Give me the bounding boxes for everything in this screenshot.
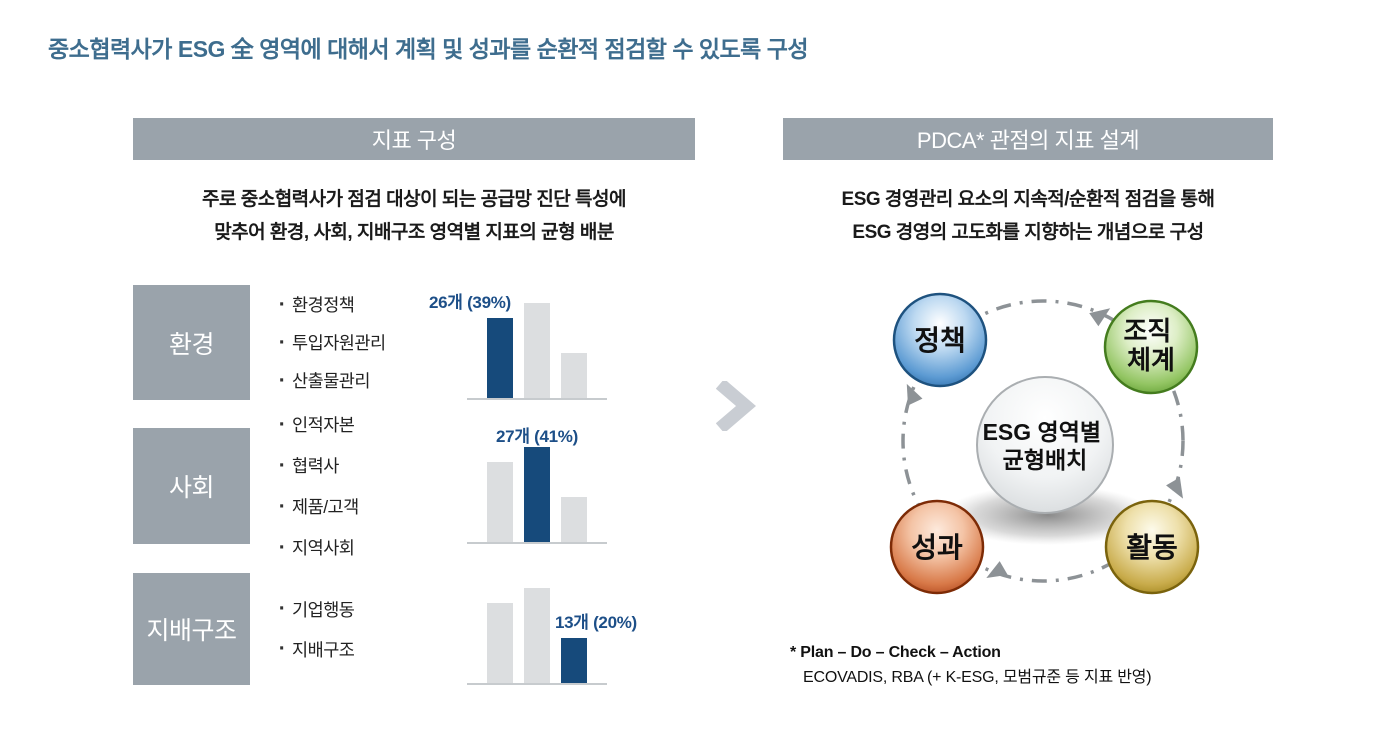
- pdca-cycle-diagram: ESG 영역별 균형배치 정책 조직 체계 활동 성과: [889, 292, 1200, 595]
- cycle-ring: [901, 299, 1185, 583]
- bar-사회: [524, 447, 550, 542]
- bar-환경: [487, 603, 513, 683]
- bullet-dot-icon: [275, 293, 289, 317]
- center-sphere-label: ESG 영역별 균형배치: [983, 419, 1108, 473]
- bullet-dot-icon: [275, 637, 289, 661]
- performance-sphere: [889, 499, 985, 595]
- bullet-list-governance: 기업행동 지배구조: [275, 573, 355, 685]
- right-description-line-1: ESG 경영관리 요소의 지속적/순환적 점검을 통해: [841, 189, 1215, 210]
- bullet-label: 투입자원관리: [292, 333, 386, 353]
- activity-sphere: [1104, 499, 1200, 595]
- bullet-list-environment: 환경정책 투입자원관리 산출물관리: [275, 285, 386, 400]
- bullet-label: 인적자본: [292, 415, 355, 435]
- bar-환경: [487, 318, 513, 398]
- bullet-label: 제품/고객: [292, 497, 359, 517]
- list-item: 지역사회: [275, 535, 359, 560]
- bullet-dot-icon: [275, 495, 289, 519]
- performance-label: 성과: [911, 532, 963, 563]
- bar-group: [467, 303, 607, 400]
- bullet-dot-icon: [275, 369, 289, 393]
- right-panel-header: PDCA* 관점의 지표 설계: [783, 118, 1273, 160]
- bar-사회: [524, 588, 550, 683]
- bar-지배구조: [561, 497, 587, 542]
- list-item: 기업행동: [275, 597, 355, 622]
- bar-group: [467, 588, 607, 685]
- mini-bar-chart-governance: 13개 (20%): [467, 573, 637, 685]
- esg-row-governance: 지배구조 기업행동 지배구조 13개 (20%): [133, 573, 695, 685]
- category-box-governance: 지배구조: [133, 573, 250, 685]
- page-title: 중소협력사가 ESG 全 영역에 대해서 계획 및 성과를 순환적 점검할 수 …: [48, 36, 809, 62]
- footnote: * Plan – Do – Check – Action ECOVADIS, R…: [790, 640, 1152, 690]
- bar-지배구조: [561, 353, 587, 398]
- bar-사회: [524, 303, 550, 398]
- cycle-arrow-bottom-icon: [986, 561, 1008, 578]
- bar-환경: [487, 462, 513, 542]
- policy-label: 정책: [914, 325, 966, 356]
- organization-label: 조직 체계: [1123, 316, 1178, 375]
- bullet-dot-icon: [275, 331, 289, 355]
- footnote-line-2: ECOVADIS, RBA (+ K-ESG, 모범규준 등 지표 반영): [803, 669, 1152, 686]
- center-sphere: [976, 376, 1114, 514]
- right-description-line-2: ESG 경영의 고도화를 지향하는 개념으로 구성: [852, 222, 1204, 243]
- organization-sphere: [1103, 299, 1199, 395]
- bullet-label: 산출물관리: [292, 371, 371, 391]
- cycle-arrow-right-icon: [1166, 477, 1183, 499]
- bullet-label: 지역사회: [292, 538, 355, 558]
- bullet-dot-icon: [275, 536, 289, 560]
- esg-row-environment: 환경 환경정책 투입자원관리 산출물관리 26개 (39%): [133, 285, 695, 400]
- list-item: 환경정책: [275, 292, 386, 317]
- list-item: 협력사: [275, 453, 359, 478]
- bullet-label: 환경정책: [292, 295, 355, 315]
- activity-label: 활동: [1126, 532, 1178, 563]
- bullet-label: 협력사: [292, 456, 339, 476]
- cycle-arrow-left-icon: [906, 383, 923, 406]
- list-item: 산출물관리: [275, 368, 386, 393]
- left-description-line-2: 맞추어 환경, 사회, 지배구조 영역별 지표의 균형 배분: [214, 222, 614, 243]
- category-box-environment: 환경: [133, 285, 250, 400]
- category-box-social: 사회: [133, 428, 250, 544]
- mini-bar-chart-environment: 26개 (39%): [429, 285, 607, 400]
- esg-row-social: 사회 인적자본 협력사 제품/고객 지역사회 27개 (41%): [133, 415, 695, 558]
- chart-value-label: 27개 (41%): [496, 427, 578, 446]
- footnote-line-1: * Plan – Do – Check – Action: [790, 644, 1001, 661]
- bullet-label: 지배구조: [292, 639, 355, 660]
- bullet-list-social: 인적자본 협력사 제품/고객 지역사회: [275, 415, 359, 558]
- bar-지배구조: [561, 638, 587, 683]
- mini-bar-chart-social: 27개 (41%): [467, 427, 607, 544]
- bullet-dot-icon: [275, 413, 289, 437]
- bullet-dot-icon: [275, 597, 289, 621]
- chevron-right-icon: [716, 381, 756, 431]
- list-item: 제품/고객: [275, 494, 359, 519]
- cycle-arrow-top-icon: [1089, 308, 1111, 327]
- right-panel-description: ESG 경영관리 요소의 지속적/순환적 점검을 통해 ESG 경영의 고도화를…: [783, 183, 1273, 249]
- list-item: 투입자원관리: [275, 330, 386, 355]
- left-description-line-1: 주로 중소협력사가 점검 대상이 되는 공급망 진단 특성에: [202, 189, 627, 210]
- list-item: 지배구조: [275, 637, 355, 662]
- bar-group: [467, 447, 607, 544]
- policy-sphere: [892, 292, 988, 388]
- left-panel-description: 주로 중소협력사가 점검 대상이 되는 공급망 진단 특성에 맞추어 환경, 사…: [133, 183, 695, 249]
- left-panel-header: 지표 구성: [133, 118, 695, 160]
- center-shadow: [943, 485, 1153, 545]
- chart-value-label: 26개 (39%): [429, 293, 511, 312]
- bullet-label: 기업행동: [292, 599, 355, 620]
- chart-value-label: 13개 (20%): [555, 613, 637, 632]
- list-item: 인적자본: [275, 412, 359, 437]
- bullet-dot-icon: [275, 454, 289, 478]
